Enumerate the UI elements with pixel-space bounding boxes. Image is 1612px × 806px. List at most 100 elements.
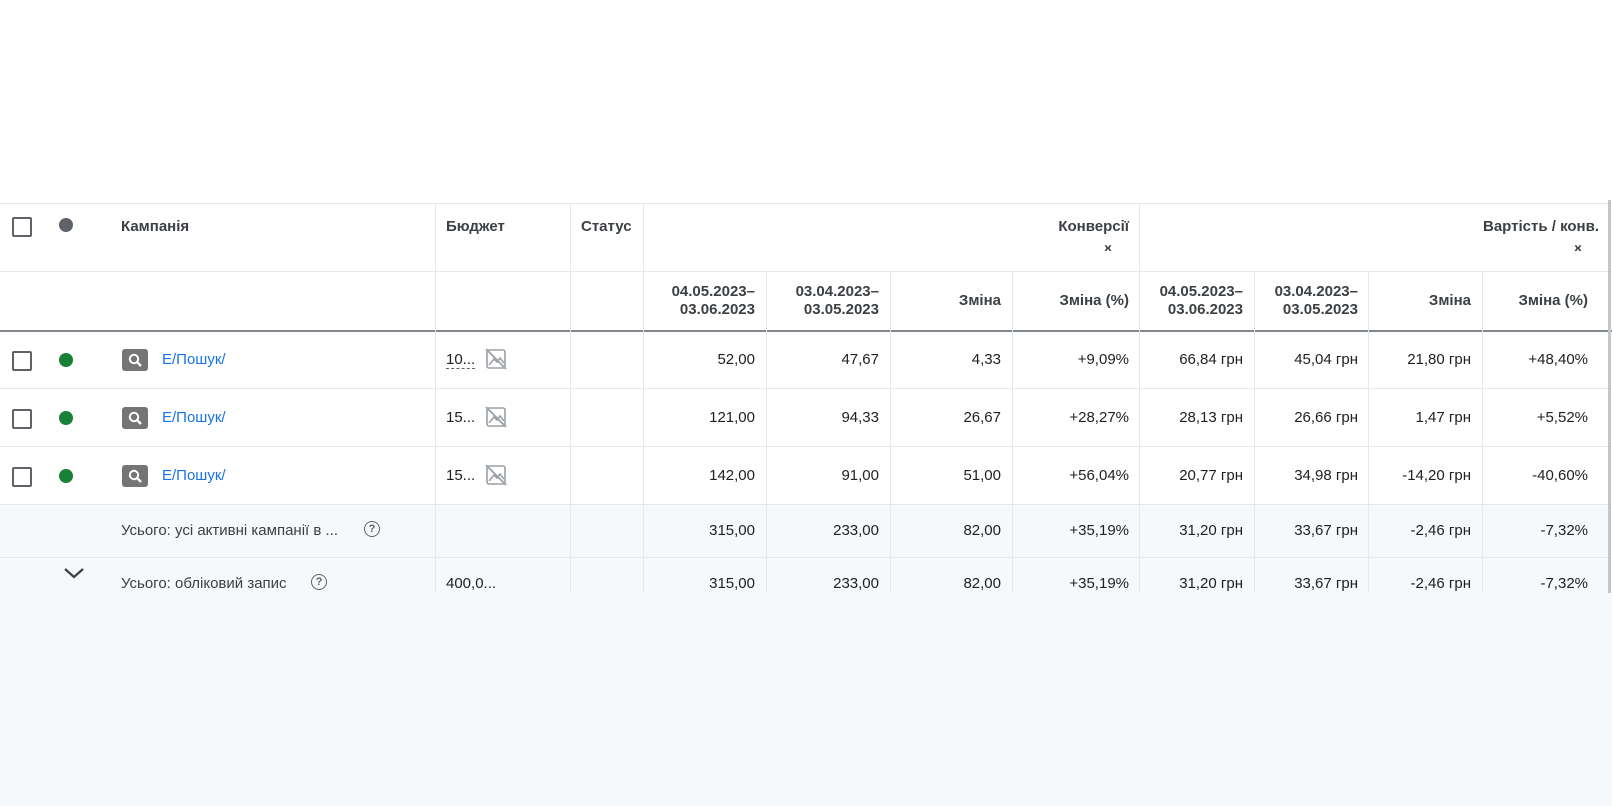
empty-area xyxy=(0,593,1612,806)
conv-change-cell: 51,00 xyxy=(963,467,1001,484)
conv-change-pct-cell: +56,04% xyxy=(1069,467,1129,484)
cost-per-conversion-header[interactable]: Вартість / конв. xyxy=(1483,218,1599,235)
conv-previous-cell: 47,67 xyxy=(841,351,879,368)
totals-label: Усього: обліковий запис xyxy=(121,575,287,592)
totals-row-account: Усього: обліковий запис ? 400,0... 315,0… xyxy=(0,558,1612,593)
conv-period1-header[interactable]: 04.05.2023– 03.06.2023 xyxy=(671,283,755,318)
conv-change-cell: 82,00 xyxy=(963,575,1001,592)
enabled-status-icon[interactable] xyxy=(59,353,73,367)
image-off-icon xyxy=(484,463,508,487)
header-divider xyxy=(0,271,1612,272)
totals-row-active-campaigns: Усього: усі активні кампанії в ... ? 315… xyxy=(0,505,1612,557)
budget-value[interactable]: 15... xyxy=(446,409,476,426)
cpa-previous-cell: 34,98 грн xyxy=(1294,467,1358,484)
enabled-status-icon[interactable] xyxy=(59,469,73,483)
cpa-change-pct-cell: -7,32% xyxy=(1540,522,1588,539)
campaign-link[interactable]: E/Пошук/ xyxy=(162,467,226,484)
cpa-change-pct-cell: -40,60% xyxy=(1532,467,1588,484)
column-divider xyxy=(1012,271,1013,593)
conv-current-cell: 52,00 xyxy=(717,351,755,368)
cpa-previous-cell: 45,04 грн xyxy=(1294,351,1358,368)
row-checkbox[interactable] xyxy=(12,351,32,371)
help-icon[interactable]: ? xyxy=(364,521,380,537)
conv-change-header[interactable]: Зміна xyxy=(958,292,1001,309)
column-divider xyxy=(1139,203,1140,593)
row-checkbox[interactable] xyxy=(12,409,32,429)
column-divider xyxy=(570,203,571,593)
conv-change-pct-header[interactable]: Зміна (%) xyxy=(1059,292,1129,309)
help-icon[interactable]: ? xyxy=(311,574,327,590)
conv-current-cell: 142,00 xyxy=(709,467,755,484)
cpa-change-pct-cell: +48,40% xyxy=(1528,351,1588,368)
enabled-status-icon[interactable] xyxy=(59,411,73,425)
row-divider xyxy=(0,557,1612,558)
cpa-previous-cell: 33,67 грн xyxy=(1294,575,1358,592)
image-off-icon xyxy=(484,405,508,429)
scrollbar[interactable] xyxy=(1608,200,1611,593)
header-bottom-border xyxy=(0,330,1612,332)
row-checkbox[interactable] xyxy=(12,467,32,487)
conv-previous-cell: 233,00 xyxy=(833,575,879,592)
cpa-change-cell: 1,47 грн xyxy=(1415,409,1471,426)
cpa-change-cell: 21,80 грн xyxy=(1407,351,1471,368)
conv-period2-header[interactable]: 03.04.2023– 03.05.2023 xyxy=(795,283,879,318)
column-divider xyxy=(1368,271,1369,593)
cpa-change-pct-cell: -7,32% xyxy=(1540,575,1588,592)
totals-label: Усього: усі активні кампанії в ... xyxy=(121,522,339,539)
campaign-header[interactable]: Кампанія xyxy=(121,218,190,235)
conv-change-pct-cell: +9,09% xyxy=(1077,351,1129,368)
search-icon xyxy=(122,349,148,371)
column-divider xyxy=(643,203,644,593)
conv-change-pct-cell: +35,19% xyxy=(1069,522,1129,539)
cpa-previous-cell: 26,66 грн xyxy=(1294,409,1358,426)
conv-previous-cell: 91,00 xyxy=(841,467,879,484)
image-off-icon xyxy=(484,347,508,371)
row-divider xyxy=(0,446,1612,447)
cpa-change-cell: -2,46 грн xyxy=(1410,575,1471,592)
table-row: E/Пошук/ 15... 121,00 94,33 26,67 +28,27… xyxy=(0,389,1612,446)
conv-change-cell: 4,33 xyxy=(971,351,1001,368)
collapse-conversions-icon[interactable]: ›‹ xyxy=(1104,239,1112,256)
conv-current-cell: 121,00 xyxy=(709,409,755,426)
cpa-period1-header[interactable]: 04.05.2023– 03.06.2023 xyxy=(1159,283,1243,318)
budget-value: 400,0... xyxy=(446,575,497,592)
conv-current-cell: 315,00 xyxy=(709,575,755,592)
budget-value[interactable]: 15... xyxy=(446,467,476,484)
status-dot-icon xyxy=(59,218,73,232)
conv-change-pct-cell: +35,19% xyxy=(1069,575,1129,592)
row-divider xyxy=(0,388,1612,389)
column-divider xyxy=(1254,271,1255,593)
campaign-link[interactable]: E/Пошук/ xyxy=(162,409,226,426)
search-icon xyxy=(122,465,148,487)
cpa-current-cell: 66,84 грн xyxy=(1179,351,1243,368)
cpa-change-header[interactable]: Зміна xyxy=(1428,292,1471,309)
row-divider xyxy=(0,504,1612,505)
budget-header[interactable]: Бюджет xyxy=(446,218,505,235)
conv-previous-cell: 94,33 xyxy=(841,409,879,426)
conv-current-cell: 315,00 xyxy=(709,522,755,539)
column-divider xyxy=(766,271,767,593)
collapse-cost-icon[interactable]: ›‹ xyxy=(1574,239,1582,256)
cpa-change-cell: -14,20 грн xyxy=(1402,467,1471,484)
column-divider xyxy=(890,271,891,593)
table-row: E/Пошук/ 10... 52,00 47,67 4,33 +9,09% 6… xyxy=(0,331,1612,388)
cpa-current-cell: 31,20 грн xyxy=(1179,575,1243,592)
cpa-change-pct-cell: +5,52% xyxy=(1536,409,1588,426)
campaign-link[interactable]: E/Пошук/ xyxy=(162,351,226,368)
conversions-header[interactable]: Конверсії xyxy=(1058,218,1129,235)
cpa-period2-header[interactable]: 03.04.2023– 03.05.2023 xyxy=(1274,283,1358,318)
table-row: E/Пошук/ 15... 142,00 91,00 51,00 +56,04… xyxy=(0,447,1612,504)
cpa-change-cell: -2,46 грн xyxy=(1410,522,1471,539)
cpa-previous-cell: 33,67 грн xyxy=(1294,522,1358,539)
totals-background xyxy=(0,505,1612,593)
conv-previous-cell: 233,00 xyxy=(833,522,879,539)
cpa-current-cell: 28,13 грн xyxy=(1179,409,1243,426)
conv-change-cell: 82,00 xyxy=(963,522,1001,539)
chevron-down-icon[interactable] xyxy=(63,566,85,585)
conv-change-pct-cell: +28,27% xyxy=(1069,409,1129,426)
cpa-current-cell: 20,77 грн xyxy=(1179,467,1243,484)
cpa-change-pct-header[interactable]: Зміна (%) xyxy=(1518,292,1588,309)
budget-value[interactable]: 10... xyxy=(446,351,476,369)
status-header[interactable]: Статус xyxy=(581,218,632,235)
select-all-checkbox[interactable] xyxy=(12,217,32,237)
